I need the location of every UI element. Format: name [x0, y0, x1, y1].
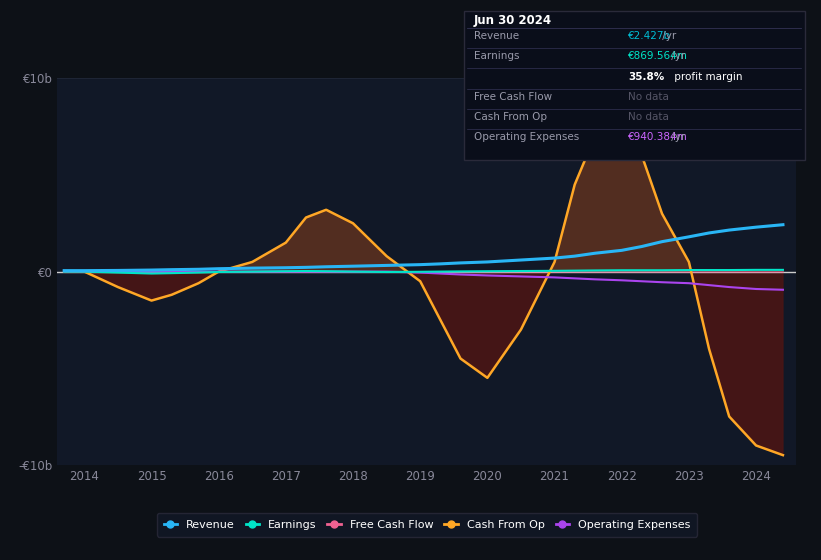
Text: No data: No data: [628, 92, 669, 102]
Text: /yr: /yr: [659, 31, 677, 41]
Text: profit margin: profit margin: [671, 72, 742, 82]
Text: €940.384m: €940.384m: [628, 132, 688, 142]
Text: Revenue: Revenue: [474, 31, 519, 41]
Text: €2.427b: €2.427b: [628, 31, 672, 41]
Text: /yr: /yr: [668, 132, 686, 142]
Text: 35.8%: 35.8%: [628, 72, 664, 82]
Text: /yr: /yr: [668, 52, 686, 62]
Text: €869.564m: €869.564m: [628, 52, 688, 62]
Legend: Revenue, Earnings, Free Cash Flow, Cash From Op, Operating Expenses: Revenue, Earnings, Free Cash Flow, Cash …: [157, 513, 697, 536]
Text: Cash From Op: Cash From Op: [474, 112, 547, 122]
Text: No data: No data: [628, 112, 669, 122]
Text: Free Cash Flow: Free Cash Flow: [474, 92, 552, 102]
Text: Jun 30 2024: Jun 30 2024: [474, 14, 552, 27]
Text: Operating Expenses: Operating Expenses: [474, 132, 579, 142]
Text: Earnings: Earnings: [474, 52, 519, 62]
